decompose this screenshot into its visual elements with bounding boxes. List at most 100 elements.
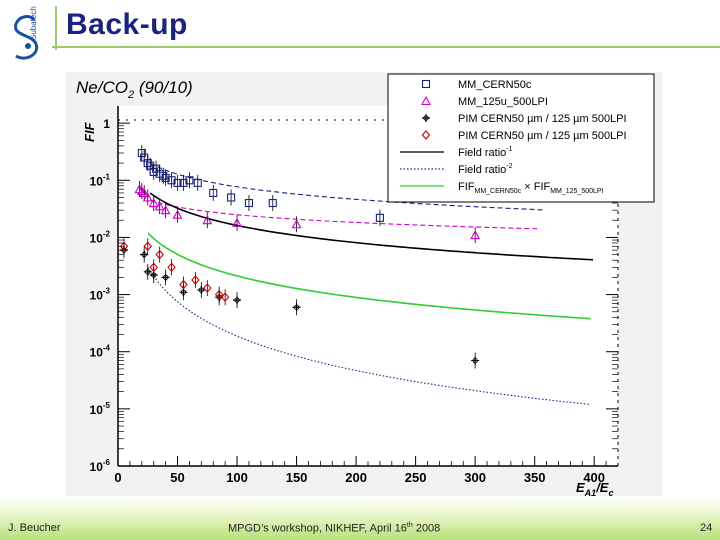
x-tick-label: 400 (583, 470, 605, 485)
footer-bar (0, 496, 720, 540)
data-point (143, 267, 152, 276)
legend-marker-diamond (421, 130, 431, 140)
data-point (185, 176, 194, 185)
y-tick-label: 10-4 (90, 344, 111, 360)
data-point-ring (145, 269, 151, 275)
data-point-ring (198, 287, 204, 293)
y-axis-label: FIF (82, 121, 97, 142)
data-point (143, 159, 152, 168)
x-tick-label: 100 (226, 470, 248, 485)
data-point (232, 217, 242, 227)
x-tick-label: 0 (114, 470, 121, 485)
svg-text:EA1/Ec: EA1/Ec (576, 480, 614, 498)
x-axis-label-sub2: c (608, 488, 613, 498)
data-point (154, 201, 165, 211)
data-point (143, 241, 152, 252)
fit-curve-0 (149, 162, 546, 211)
fit-curve-3 (147, 232, 591, 320)
legend-marker-cross-ring (423, 115, 429, 121)
data-point (173, 178, 182, 187)
legend-label: Field ratio-1 (458, 146, 513, 159)
data-point (193, 178, 202, 187)
y-tick-label: 10-5 (90, 401, 111, 417)
y-tick-label: 10-3 (90, 287, 111, 303)
chart-title-suffix: (90/10) (134, 78, 193, 97)
legend: MM_CERN50c MM_125u_500LPI PIM CERN50 µm / … (387, 73, 655, 203)
fit-curve-2 (149, 192, 594, 261)
x-tick-label: 200 (345, 470, 367, 485)
data-point (375, 213, 384, 222)
chart-title: Ne/CO (76, 78, 128, 97)
legend-marker-square (421, 79, 431, 89)
data-point (233, 296, 242, 305)
data-point (291, 219, 302, 229)
data-point (179, 279, 188, 290)
data-point (268, 198, 277, 208)
data-point-ring (141, 251, 147, 258)
subatech-logo-icon: Subatech (6, 4, 46, 66)
data-point (155, 249, 164, 260)
data-point (161, 173, 170, 182)
slide-title: Back-up (66, 8, 188, 41)
data-point (227, 193, 236, 202)
footer-author: J. Beucher (8, 522, 61, 534)
data-point (148, 197, 159, 208)
data-point (159, 171, 168, 180)
data-point (191, 275, 200, 285)
x-axis-label: E (576, 480, 585, 495)
data-point (167, 262, 176, 273)
data-point (244, 198, 254, 208)
x-tick-label: 250 (405, 470, 427, 485)
data-point (137, 148, 146, 158)
svg-text:Ne/CO2 (90/10): Ne/CO2 (90/10) (76, 78, 193, 101)
legend-label: MM_CERN50c (458, 79, 532, 91)
data-point (119, 241, 129, 252)
data-point (172, 209, 183, 219)
data-point (471, 356, 480, 365)
footer-event: MPGD’s workshop, NIKHEF, April 16th 2008 (228, 522, 440, 535)
data-point (470, 229, 481, 240)
title-rule (52, 46, 720, 48)
data-point (160, 204, 171, 215)
y-tick-label: 10-2 (90, 229, 111, 245)
page-number: 24 (700, 522, 713, 534)
data-point (202, 215, 213, 225)
legend-label: MM_125u_500LPI (458, 96, 548, 108)
data-point (197, 286, 206, 295)
data-point-ring (472, 357, 478, 364)
data-points (119, 145, 481, 369)
data-point-ring (293, 304, 300, 310)
axes: 0 50 100 150 200 250 300 350 400 1 10-1 10-2 10-3 10-… (90, 106, 619, 485)
fif-chart: Ne/CO2 (90/10) FIF EA1/Ec 0 50 100 150 200 25… (66, 72, 662, 502)
data-point (149, 262, 158, 273)
fit-curve-1 (149, 199, 541, 230)
x-axis-label-mid: /E (595, 480, 609, 495)
data-point (167, 176, 176, 185)
x-tick-label: 350 (524, 470, 546, 485)
legend-label: PIM CERN50 µm / 125 µm 500LPI (458, 130, 627, 142)
logo-text: Subatech (29, 6, 38, 40)
chart-title-sub: 2 (127, 89, 134, 101)
data-point (220, 292, 230, 303)
data-point (292, 303, 301, 312)
y-tick-label: 10-1 (90, 172, 111, 188)
fit-curve-4 (147, 267, 591, 406)
y-tick-label: 1 (103, 117, 110, 131)
data-point (203, 283, 212, 293)
legend-label: PIM CERN50 µm / 125 µm 500LPI (458, 113, 627, 125)
footer-event-sup: th (406, 522, 413, 529)
footer-event-year: 2008 (412, 522, 441, 535)
x-tick-label: 150 (286, 470, 308, 485)
title-rule-vertical (55, 6, 57, 50)
data-point-ring (162, 274, 169, 281)
data-point (140, 250, 149, 259)
x-tick-label: 50 (170, 470, 184, 485)
legend-marker-cross (422, 114, 430, 122)
legend-marker-triangle (421, 95, 431, 106)
legend-label: FIFMM_CERN50c × FIFMM_125_500LPI (458, 181, 604, 195)
x-axis-label-sub1: A1 (584, 488, 597, 498)
x-tick-label: 300 (464, 470, 486, 485)
data-point (161, 273, 170, 282)
y-tick-label: 10-6 (90, 458, 111, 474)
chart-panel: Ne/CO2 (90/10) FIF EA1/Ec 0 50 100 150 200 25… (66, 72, 662, 507)
